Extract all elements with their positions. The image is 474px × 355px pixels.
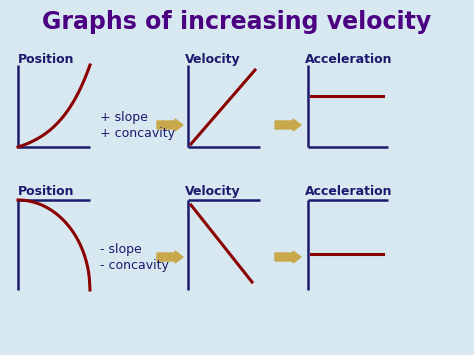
Text: Velocity: Velocity — [185, 185, 241, 198]
Text: + concavity: + concavity — [100, 126, 175, 140]
Text: Position: Position — [18, 185, 74, 198]
FancyArrow shape — [157, 251, 183, 263]
Text: - slope: - slope — [100, 244, 142, 257]
FancyArrow shape — [275, 251, 301, 263]
Text: Position: Position — [18, 53, 74, 66]
Text: Velocity: Velocity — [185, 53, 241, 66]
Text: Acceleration: Acceleration — [305, 185, 392, 198]
Text: Graphs of increasing velocity: Graphs of increasing velocity — [42, 10, 432, 34]
Text: - concavity: - concavity — [100, 258, 169, 272]
Text: Acceleration: Acceleration — [305, 53, 392, 66]
Text: + slope: + slope — [100, 111, 148, 125]
FancyArrow shape — [157, 119, 183, 131]
FancyArrow shape — [275, 119, 301, 131]
